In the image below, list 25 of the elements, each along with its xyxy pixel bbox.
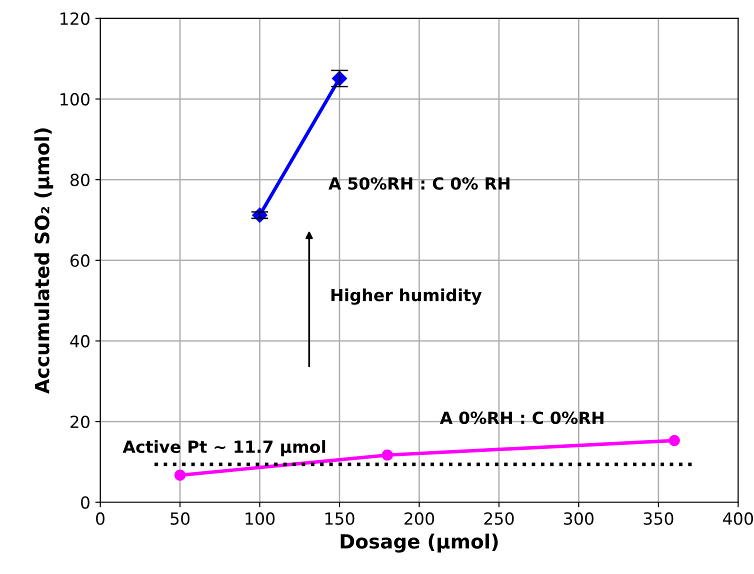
point — [668, 435, 680, 446]
y-tick-label: 80 — [70, 174, 90, 186]
annotation: Higher humidity — [331, 288, 482, 305]
y-tick-label: 100 — [60, 92, 90, 106]
ref-line-label: Active Pt ~ 11.7 µmol — [122, 440, 326, 456]
x-tick-label: 300 — [564, 512, 594, 525]
text: A 50%RH : C 0% RH — [328, 177, 510, 190]
y-tick-label: 20 — [70, 416, 90, 428]
x-axis-title: Dosage (µmol) — [340, 534, 498, 553]
y-tick-label: 60 — [70, 254, 90, 267]
series-label: A 0%RH : C 0%RH — [440, 412, 604, 424]
x-tick-label: 0 — [96, 512, 104, 525]
y-tick-label: 0 — [81, 496, 90, 509]
x-tick-label: 350 — [644, 512, 674, 525]
x-tick-label: 200 — [404, 512, 434, 525]
x-tick-label: 400 — [723, 512, 753, 525]
y-tick-label: 120 — [60, 12, 90, 25]
y-axis-title: Accumulated SO₂ (µmol) — [34, 128, 54, 394]
x-tick-label: 250 — [484, 512, 514, 525]
y-tick-label: 40 — [70, 334, 90, 348]
point — [382, 450, 393, 461]
point — [174, 470, 186, 481]
x-tick-label: 150 — [325, 512, 354, 525]
x-tick-label: 100 — [246, 512, 275, 525]
x-tick-label: 50 — [170, 512, 190, 525]
